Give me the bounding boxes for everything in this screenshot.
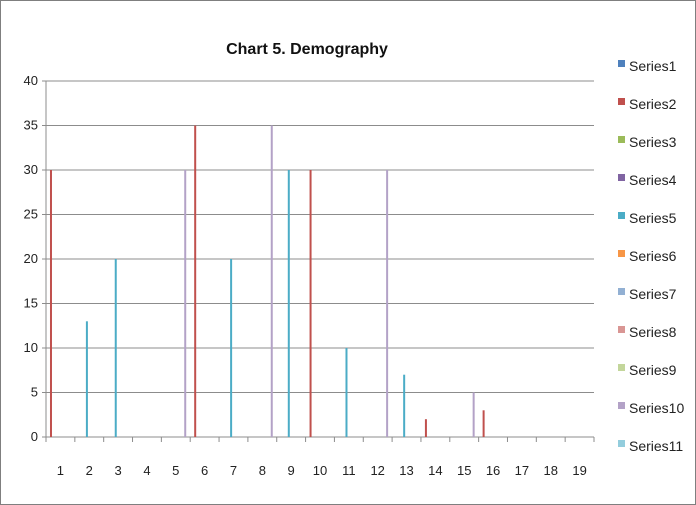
x-axis: 1 2 3 4 5 6 7 8 9 10 11 12 13 14 15 16 17 18 19 [45, 436, 595, 478]
bar-series10-cat-12 [386, 170, 389, 437]
legend-swatch [618, 136, 625, 143]
x-tick-label: 12 [370, 463, 384, 478]
x-tick-label: 14 [428, 463, 442, 478]
x-tick-label: 19 [572, 463, 586, 478]
x-tick-label: 13 [399, 463, 413, 478]
legend-swatch [618, 288, 625, 295]
legend-label: Series7 [629, 286, 677, 302]
bar-series10-cat-8 [270, 125, 273, 437]
y-tick-label: 10 [24, 340, 38, 355]
x-tick-label: 5 [172, 463, 179, 478]
bar-series5-cat-2 [85, 321, 88, 437]
y-tick-label: 40 [24, 73, 38, 88]
bar-series5-cat-9 [287, 170, 290, 437]
legend-swatch [618, 98, 625, 105]
legend-label: Series6 [629, 248, 677, 264]
legend-label: Series9 [629, 362, 677, 378]
bar-series2-cat-14 [424, 419, 427, 437]
legend-swatch [618, 402, 625, 409]
x-tick-label: 11 [342, 463, 356, 478]
bars [49, 125, 485, 437]
legend-label: Series3 [629, 134, 677, 150]
legend-label: Series8 [629, 324, 677, 340]
legend-label: Series11 [629, 438, 683, 454]
x-tick-label: 10 [313, 463, 327, 478]
legend-swatch [618, 60, 625, 67]
x-tick-label: 6 [201, 463, 208, 478]
x-tick-label: 9 [288, 463, 295, 478]
bar-series2-cat-10 [309, 170, 312, 437]
x-tick-label: 4 [143, 463, 150, 478]
y-tick-label: 20 [24, 251, 38, 266]
legend-label: Series4 [629, 172, 677, 188]
y-tick-label: 0 [31, 429, 38, 444]
bar-series5-cat-7 [230, 259, 233, 437]
legend-swatch [618, 364, 625, 371]
legend-swatch [618, 212, 625, 219]
x-tick-label: 16 [486, 463, 500, 478]
bar-series10-cat-15 [472, 392, 475, 437]
legend-swatch [618, 440, 625, 447]
bar-series5-cat-13 [403, 374, 406, 437]
x-tick-label: 3 [114, 463, 121, 478]
x-tick-label: 18 [544, 463, 558, 478]
legend-label: Series1 [629, 58, 677, 74]
legend-label: Series10 [629, 400, 684, 416]
x-tick-label: 1 [57, 463, 64, 478]
x-tick-label: 15 [457, 463, 471, 478]
bar-series10-cat-5 [184, 170, 187, 437]
x-tick-label: 2 [86, 463, 93, 478]
y-axis: 0 5 10 15 20 25 30 35 40 [24, 73, 47, 444]
legend: Series1 Series2 Series3 Series4 Series5 Serie… [618, 58, 684, 454]
gridlines [46, 80, 594, 438]
y-tick-label: 35 [24, 118, 38, 133]
x-tick-label: 7 [230, 463, 237, 478]
bar-series2-cat-16 [482, 410, 485, 437]
x-tick-label: 17 [515, 463, 529, 478]
y-tick-label: 30 [24, 162, 38, 177]
y-tick-label: 5 [31, 385, 38, 400]
y-tick-label: 25 [24, 207, 38, 222]
bar-series5-cat-11 [345, 348, 348, 437]
bar-series2-cat-6 [194, 125, 197, 437]
legend-swatch [618, 326, 625, 333]
legend-swatch [618, 250, 625, 257]
y-tick-label: 15 [24, 296, 38, 311]
legend-label: Series2 [629, 96, 677, 112]
chart-title: Chart 5. Demography [226, 41, 388, 58]
x-tick-label: 8 [259, 463, 266, 478]
legend-label: Series5 [629, 210, 677, 226]
legend-swatch [618, 174, 625, 181]
bar-series5-cat-3 [114, 259, 117, 437]
bar-series2-cat-1 [49, 170, 52, 437]
